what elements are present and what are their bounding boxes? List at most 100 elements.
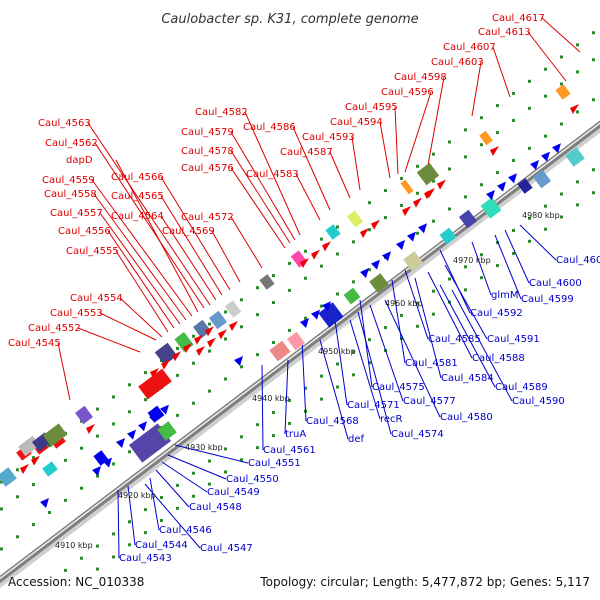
label-leader-line xyxy=(357,311,392,435)
label-leader-line xyxy=(174,444,249,464)
salmon-block xyxy=(269,340,291,362)
guide-dot xyxy=(144,531,147,535)
label-leader-line xyxy=(167,454,227,480)
gray-block xyxy=(224,300,242,318)
cyan-block xyxy=(439,227,457,245)
guide-dot xyxy=(224,447,227,451)
guide-dot xyxy=(128,450,131,454)
label-leader-line xyxy=(230,131,296,241)
gene-label: Caul_4572 xyxy=(181,212,234,223)
gene-label: Caul_4564 xyxy=(111,211,164,222)
gene-label: Caul_4554 xyxy=(70,293,123,304)
guide-dot xyxy=(208,349,211,353)
kbp-tick-label: 4940 kbp xyxy=(252,394,290,403)
label-leader-line xyxy=(155,469,190,508)
gene-label: Caul_4548 xyxy=(189,502,242,513)
guide-dot xyxy=(192,334,195,338)
guide-dot xyxy=(240,365,243,369)
reverse-gene-arrow xyxy=(311,309,320,320)
forward-label-leaders xyxy=(57,17,581,401)
guide-dot xyxy=(336,362,339,366)
label-leader-line xyxy=(404,91,432,173)
reverse-gene-arrow xyxy=(138,421,147,432)
kbp-tick-label: 4960 kbp xyxy=(385,299,423,308)
guide-dot xyxy=(256,313,259,317)
gene-label: Caul_4549 xyxy=(207,487,260,498)
guide-dot xyxy=(416,191,419,195)
gene-label: Caul_4545 xyxy=(8,338,61,349)
label-leader-line xyxy=(439,249,471,314)
guide-dot xyxy=(336,292,339,296)
label-leader-line xyxy=(115,159,199,313)
gene-label: Caul_4578 xyxy=(181,146,234,157)
guide-dot xyxy=(288,421,291,425)
gene-label: Caul_4590 xyxy=(512,396,565,407)
guide-dot xyxy=(496,264,499,268)
guide-dot xyxy=(368,228,371,232)
label-leader-line xyxy=(492,46,511,98)
guide-dot xyxy=(512,91,515,95)
map-title: Caulobacter sp. K31, complete genome xyxy=(161,12,418,27)
label-leader-line xyxy=(427,76,445,166)
reverse-gene-arrow xyxy=(396,240,405,250)
reverse-gene-arrow xyxy=(160,404,169,415)
gene-label: dapD xyxy=(66,155,93,166)
label-leader-line xyxy=(494,234,522,300)
guide-dot xyxy=(544,134,547,138)
guide-dot xyxy=(176,346,179,350)
guide-dot xyxy=(304,276,307,280)
forward-gene-arrow xyxy=(183,342,192,353)
gene-label: Caul_4571 xyxy=(347,400,400,411)
gene-label: Caul_4617 xyxy=(492,13,545,24)
guide-dot xyxy=(416,164,419,168)
orange-block xyxy=(555,84,571,100)
gene-label: Caul_4553 xyxy=(50,308,103,319)
guide-dot xyxy=(16,495,19,499)
gene-label: Caul_4550 xyxy=(226,474,279,485)
label-leader-line xyxy=(160,215,217,301)
gene-label: recR xyxy=(380,414,403,425)
gene-label: Caul_4596 xyxy=(381,87,434,98)
guide-dot xyxy=(288,288,291,292)
guide-dot xyxy=(544,227,547,231)
kbp-tick-label: 4970 kbp xyxy=(453,256,491,265)
guide-dot xyxy=(480,276,483,280)
guide-dot xyxy=(32,523,35,527)
kbp-ticks: 4910 kbp 4920 kbp 4930 kbp 4940 kbp 4950 kbp… xyxy=(55,211,560,550)
guide-dot xyxy=(64,458,67,462)
guide-dot xyxy=(496,171,499,175)
forward-gene-arrow xyxy=(161,359,170,370)
guide-dot xyxy=(176,506,179,510)
guide-dot xyxy=(64,568,67,572)
guide-dot xyxy=(496,104,499,108)
reverse-gene-arrow xyxy=(508,173,517,184)
guide-dot xyxy=(576,110,579,114)
label-leader-line xyxy=(349,319,381,420)
guide-dot xyxy=(336,252,339,256)
label-leader-line xyxy=(160,176,231,291)
forward-gene-arrow xyxy=(196,346,205,356)
guide-dot xyxy=(528,216,531,220)
forward-gene-arrow xyxy=(86,424,95,434)
guide-dot xyxy=(512,251,515,255)
forward-gene-arrow xyxy=(570,104,579,114)
guide-dot xyxy=(208,482,211,486)
guide-dot xyxy=(272,341,275,345)
gene-label: Caul_4565 xyxy=(111,191,164,202)
reverse-gene-arrow xyxy=(103,457,112,468)
blue-block xyxy=(318,302,344,328)
gene-label: Caul_4551 xyxy=(248,458,301,469)
gene-label: Caul_4586 xyxy=(243,122,296,133)
label-leader-line xyxy=(295,173,321,221)
gene-label: Caul_4607 xyxy=(443,42,496,53)
guide-dot xyxy=(480,143,483,147)
gene-label: Caul_4585 xyxy=(428,334,481,345)
guide-dot xyxy=(336,225,339,229)
gene-label: Caul_4569 xyxy=(162,226,215,237)
guide-dot xyxy=(96,434,99,438)
guide-dot xyxy=(112,422,115,426)
guide-dot xyxy=(384,189,387,193)
label-leader-line xyxy=(87,122,211,306)
gene-label: glmM xyxy=(491,290,519,301)
